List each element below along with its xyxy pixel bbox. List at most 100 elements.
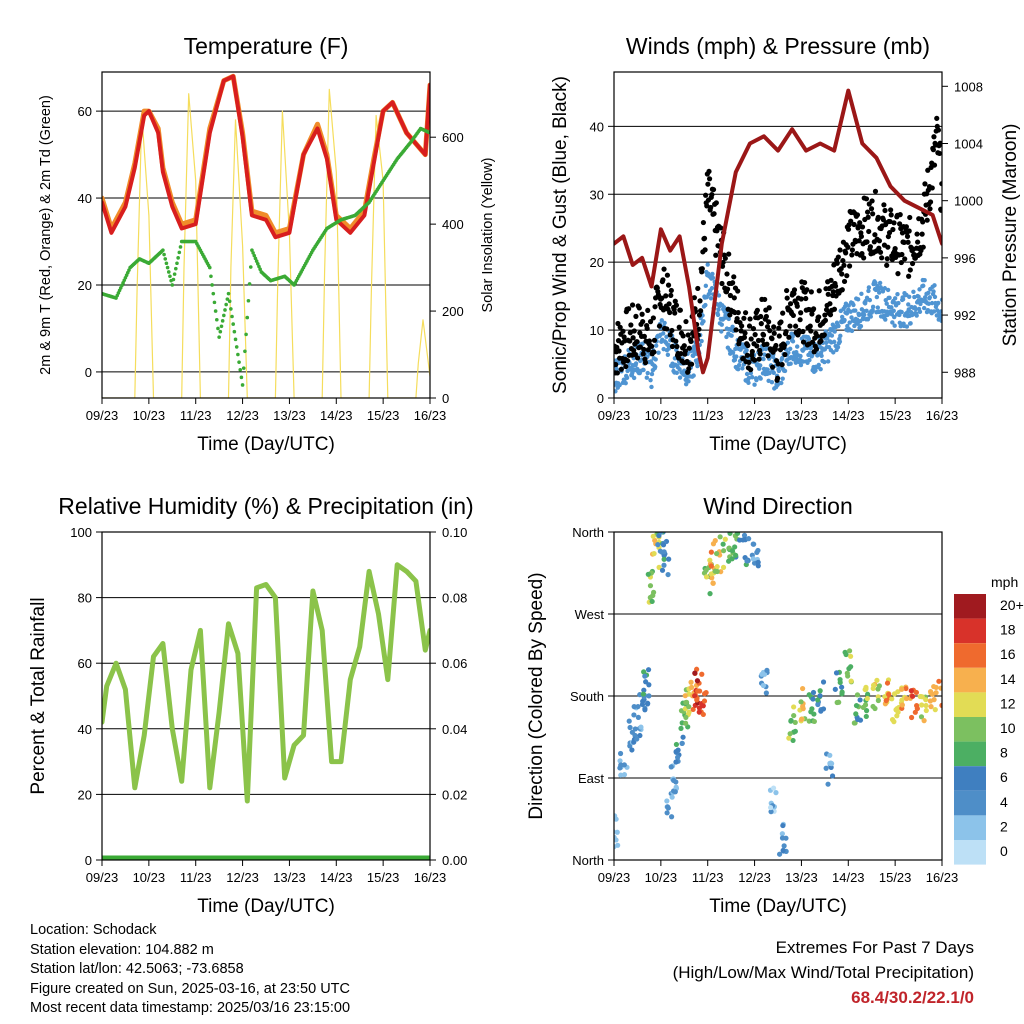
gust-point: [624, 357, 631, 364]
prop-wind-point: [838, 333, 843, 339]
humidity-y2tick-label: 0.06: [442, 656, 467, 671]
humidity-xlabel: Time (Day/UTC): [197, 896, 335, 917]
prop-wind-point: [766, 378, 771, 383]
gust-point: [695, 285, 701, 292]
prop-wind-point: [648, 377, 653, 383]
direction-point: [800, 703, 806, 710]
direction-point: [703, 690, 709, 696]
humidity-xtick-label: 10/23: [133, 870, 166, 885]
gust-point: [650, 315, 656, 321]
direction-point: [889, 696, 895, 702]
direction-ytick-label: South: [570, 689, 604, 704]
prop-wind-point: [892, 296, 898, 301]
dewpoint-point: [215, 317, 219, 322]
dewpoint-point: [245, 315, 250, 320]
gust-point: [741, 315, 747, 321]
prop-wind-point: [931, 289, 936, 294]
gust-point: [673, 338, 679, 344]
gust-point: [746, 323, 753, 329]
humidity-xtick-label: 16/23: [414, 870, 447, 885]
direction-point: [839, 689, 845, 695]
gust-point: [682, 348, 689, 354]
direction-point: [720, 541, 726, 547]
dewpoint-point: [246, 298, 251, 303]
gust-point: [920, 244, 926, 250]
gust-point: [672, 310, 678, 316]
colorbar-label: 8: [1000, 745, 1008, 761]
prop-wind-point: [733, 346, 738, 352]
prop-wind-point: [674, 370, 679, 375]
winds-y2tick-label: 1004: [954, 136, 983, 151]
colorbar-label: 16: [1000, 646, 1016, 662]
direction-point: [666, 556, 672, 562]
direction-point: [707, 591, 713, 597]
direction-point: [629, 729, 635, 735]
gust-point: [892, 246, 898, 252]
gust-point: [828, 277, 834, 283]
gust-point: [793, 323, 799, 329]
humidity-plot-area: [102, 562, 430, 860]
direction-xtick-label: 14/23: [832, 870, 865, 885]
gust-point: [851, 221, 857, 228]
prop-wind-point: [846, 303, 851, 308]
prop-wind-point: [740, 366, 745, 371]
prop-wind-point: [754, 377, 759, 383]
gust-point: [676, 324, 682, 330]
direction-xlabel: Time (Day/UTC): [709, 896, 847, 917]
direction-point: [673, 741, 680, 748]
prop-wind-point: [782, 368, 788, 374]
direction-point: [652, 537, 658, 544]
gust-point: [685, 332, 691, 338]
gust-point: [939, 181, 942, 187]
temperature-y2label: Solar Insolation (Yellow): [480, 157, 496, 312]
direction-point: [659, 567, 666, 573]
gust-point: [897, 221, 903, 227]
direction-point: [891, 719, 897, 725]
direction-point: [614, 829, 620, 835]
relative-humidity-line: [102, 562, 430, 804]
direction-point: [810, 696, 816, 702]
temperature-xtick-label: 13/23: [273, 408, 306, 423]
prop-wind-point: [807, 357, 812, 363]
colorbar-label: 0: [1000, 843, 1008, 859]
gust-point: [668, 287, 674, 294]
gust-point: [775, 361, 781, 367]
gust-point: [890, 226, 896, 233]
direction-point: [740, 537, 746, 543]
gust-point: [884, 256, 890, 262]
prop-wind-point: [868, 314, 873, 319]
gust-point: [759, 337, 766, 343]
gust-point: [891, 220, 897, 226]
prop-wind-point: [677, 375, 683, 380]
prop-wind-point: [726, 316, 731, 322]
gust-point: [660, 277, 666, 283]
direction-point: [914, 703, 920, 709]
gust-point: [635, 355, 641, 361]
gust-point: [885, 233, 891, 240]
gust-point: [664, 326, 670, 332]
prop-wind-point: [719, 329, 724, 334]
gust-point: [702, 247, 708, 253]
gust-point: [749, 348, 755, 355]
temperature-y2tick-label: 600: [442, 130, 464, 145]
gust-point: [787, 323, 793, 329]
direction-point: [697, 688, 703, 694]
gust-point: [668, 292, 674, 299]
direction-point: [768, 809, 774, 815]
gust-point: [876, 238, 882, 244]
prop-wind-point: [939, 318, 942, 324]
direction-point: [832, 686, 838, 692]
gust-point: [818, 338, 824, 344]
gust-point: [735, 288, 741, 294]
prop-wind-point: [798, 353, 803, 359]
temperature-plot-area: [102, 73, 430, 398]
gust-point: [780, 310, 786, 316]
prop-wind-point: [858, 323, 864, 329]
gust-point: [776, 333, 782, 339]
prop-wind-point: [845, 323, 850, 329]
prop-wind-point: [882, 286, 888, 291]
dewpoint-point: [234, 345, 239, 349]
direction-series: [614, 532, 942, 857]
gust-point: [691, 295, 698, 301]
prop-wind-point: [870, 308, 875, 313]
